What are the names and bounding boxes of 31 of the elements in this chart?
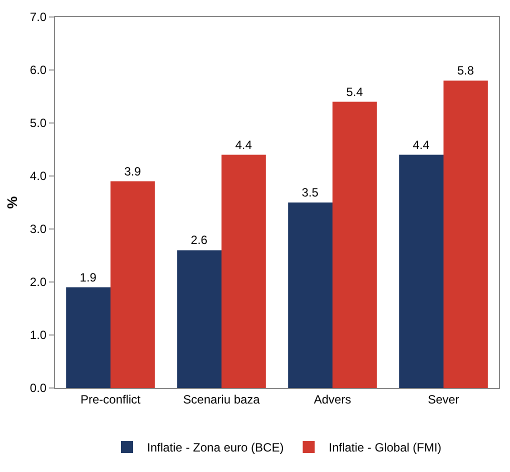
x-tick-label: Sever — [428, 392, 460, 406]
bar — [66, 287, 110, 388]
bar — [399, 154, 444, 388]
data-label: 4.4 — [412, 138, 430, 152]
bar — [288, 202, 332, 388]
y-axis-title: % — [4, 196, 20, 209]
y-tick-label: 6.0 — [30, 63, 47, 78]
data-label: 3.9 — [124, 164, 142, 178]
x-tick-label: Advers — [314, 392, 352, 406]
y-tick-label: 5.0 — [30, 116, 47, 130]
y-tick-label: 7.0 — [30, 10, 47, 24]
x-tick-label: Pre-conflict — [80, 392, 142, 406]
data-label: 5.8 — [457, 64, 474, 78]
bar — [444, 80, 488, 388]
bar — [222, 154, 266, 388]
y-tick-label: 0.0 — [30, 381, 47, 396]
x-tick-label: Scenariu baza — [183, 392, 260, 406]
data-label: 1.9 — [80, 270, 97, 284]
y-tick-label: 4.0 — [30, 169, 47, 184]
y-tick-label: 1.0 — [30, 328, 47, 342]
legend-label: Inflatie - Global (FMI) — [328, 440, 442, 455]
bar — [110, 181, 155, 388]
bar — [177, 250, 222, 388]
data-label: 3.5 — [302, 186, 319, 200]
y-tick-label: 2.0 — [30, 275, 47, 290]
y-tick-label: 3.0 — [30, 222, 47, 236]
data-label: 2.6 — [190, 233, 208, 248]
data-label: 5.4 — [346, 84, 364, 99]
bar — [332, 102, 377, 388]
legend-label: Inflatie - Zona euro (BCE) — [147, 440, 284, 455]
data-label: 4.4 — [235, 138, 252, 152]
